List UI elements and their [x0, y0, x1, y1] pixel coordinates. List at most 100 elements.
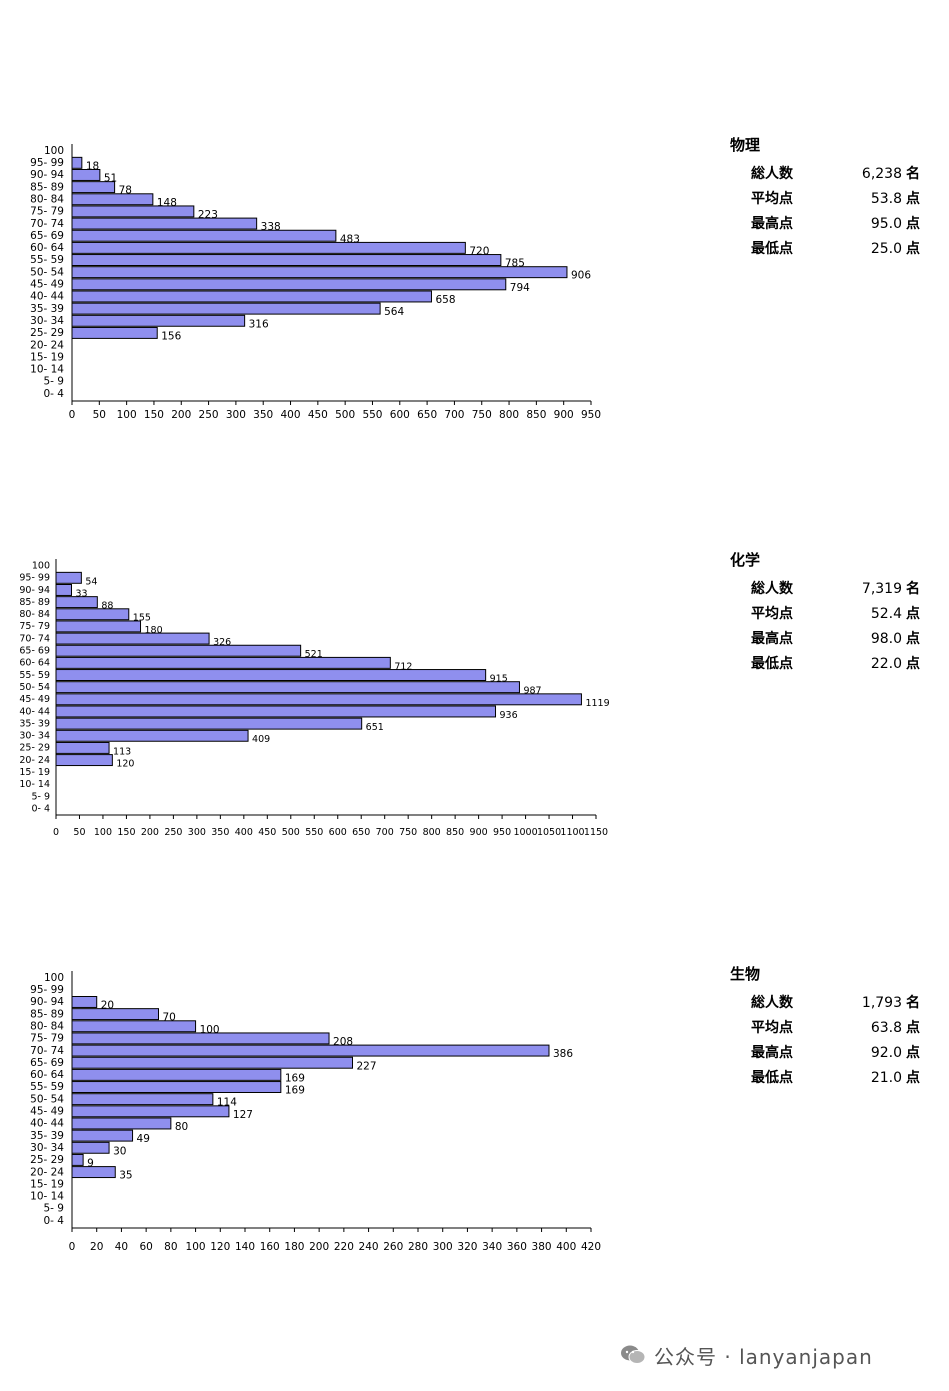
stat-label: 最低点 [751, 1069, 793, 1086]
x-tick-label: 900 [554, 409, 574, 421]
x-tick-label: 150 [117, 827, 135, 838]
y-tick-label: 30- 34 [30, 315, 64, 327]
y-tick-label: 55- 59 [30, 254, 64, 266]
x-tick-label: 650 [417, 409, 437, 421]
y-tick-label: 0- 4 [44, 388, 65, 400]
x-tick-label: 750 [472, 409, 492, 421]
data-label: 35 [119, 1170, 132, 1182]
y-tick-label: 0- 4 [31, 803, 50, 814]
data-label: 156 [161, 330, 181, 342]
x-tick-label: 1150 [584, 827, 608, 838]
x-tick-label: 450 [258, 827, 276, 838]
stat-label: 平均点 [751, 1019, 793, 1036]
bar [55, 729, 249, 742]
stat-label: 平均点 [751, 605, 793, 622]
x-tick-label: 160 [260, 1241, 280, 1253]
x-tick-label: 550 [305, 827, 323, 838]
bar [71, 1008, 159, 1021]
stat-value: 25.0 [870, 240, 902, 257]
x-tick-label: 1100 [560, 827, 584, 838]
x-tick-label: 100 [117, 409, 137, 421]
x-tick-label: 600 [329, 827, 347, 838]
x-tick-label: 400 [556, 1241, 576, 1253]
x-tick-label: 800 [423, 827, 441, 838]
bar [71, 181, 116, 194]
y-tick-label: 5- 9 [44, 376, 65, 388]
x-tick-label: 500 [335, 409, 355, 421]
y-tick-label: 5- 9 [31, 791, 50, 802]
stat-label: 最高点 [751, 215, 793, 232]
bar [55, 620, 142, 633]
data-label: 49 [137, 1133, 150, 1145]
bar [55, 584, 72, 596]
y-tick-label: 80- 84 [30, 193, 64, 205]
y-tick-label: 85- 89 [19, 597, 50, 608]
y-tick-label: 10- 14 [30, 364, 64, 376]
watermark-text: 公众号 · lanyanjapan [654, 1344, 873, 1369]
x-tick-label: 900 [470, 827, 488, 838]
bar [71, 229, 337, 242]
y-tick-label: 95- 99 [30, 157, 64, 169]
x-tick-label: 240 [359, 1241, 379, 1253]
bar [71, 254, 502, 267]
data-label: 564 [384, 306, 404, 318]
histogram-chemistry: 100 95- 99 54 90- 94 33 85- 89 88 80- 84 155 75- … [19, 559, 610, 838]
stat-label: 最高点 [751, 1044, 793, 1061]
y-tick-label: 45- 49 [30, 1106, 64, 1118]
y-tick-label: 10- 14 [19, 779, 50, 790]
stat-row-mean: 平均点 53.8 点 [730, 185, 920, 210]
bar [71, 1020, 197, 1033]
x-tick-label: 220 [334, 1241, 354, 1253]
data-label: 651 [366, 722, 384, 733]
y-tick-label: 15- 19 [30, 1178, 64, 1190]
data-label: 113 [113, 746, 131, 757]
bar [55, 717, 363, 730]
y-tick-label: 80- 84 [19, 609, 50, 620]
stat-label: 最低点 [751, 240, 793, 257]
x-tick-label: 360 [507, 1241, 527, 1253]
y-tick-label: 50- 54 [19, 682, 50, 693]
watermark: 公众号 · lanyanjapan [620, 1340, 873, 1370]
x-tick-label: 20 [90, 1241, 103, 1253]
x-tick-label: 320 [457, 1241, 477, 1253]
y-tick-label: 65- 69 [30, 1057, 64, 1069]
stat-row-mean: 平均点 63.8 点 [730, 1014, 920, 1039]
y-tick-label: 65- 69 [30, 230, 64, 242]
stat-value: 21.0 [870, 1069, 902, 1086]
stat-row-max: 最高点 98.0 点 [730, 625, 920, 650]
data-label: 169 [285, 1072, 305, 1084]
stats-panel-biology: 生物 総人数 1,793 名 平均点 63.8 点 最高点 92.0 点 最低点 21.0 点 [730, 963, 920, 1089]
x-tick-label: 700 [444, 409, 464, 421]
data-label: 316 [249, 318, 269, 330]
x-tick-label: 300 [433, 1241, 453, 1253]
x-tick-label: 850 [526, 409, 546, 421]
y-tick-label: 5- 9 [44, 1203, 65, 1215]
y-tick-label: 60- 64 [30, 1069, 64, 1081]
y-tick-label: 35- 39 [19, 718, 50, 729]
x-tick-label: 0 [69, 1241, 76, 1253]
bar [71, 326, 158, 339]
stat-unit: 点 [906, 1019, 920, 1036]
x-tick-label: 450 [308, 409, 328, 421]
y-tick-label: 85- 89 [30, 181, 64, 193]
bar [71, 1129, 134, 1142]
bar [55, 608, 130, 621]
x-tick-label: 200 [171, 409, 191, 421]
bar [71, 1141, 110, 1154]
y-tick-label: 40- 44 [30, 291, 64, 303]
y-tick-label: 0- 4 [44, 1215, 65, 1227]
x-tick-label: 400 [235, 827, 253, 838]
bar [55, 596, 98, 609]
y-tick-label: 25- 29 [19, 743, 50, 754]
y-tick-label: 20- 24 [30, 1166, 64, 1178]
data-label: 180 [145, 625, 163, 636]
x-tick-label: 250 [164, 827, 182, 838]
y-tick-label: 55- 59 [19, 670, 50, 681]
y-tick-label: 15- 19 [19, 767, 50, 778]
bar [55, 632, 210, 645]
stat-unit: 点 [906, 1069, 920, 1086]
data-label: 127 [233, 1109, 253, 1121]
x-tick-label: 950 [493, 827, 511, 838]
stat-unit: 点 [906, 630, 920, 647]
data-label: 915 [490, 673, 508, 684]
